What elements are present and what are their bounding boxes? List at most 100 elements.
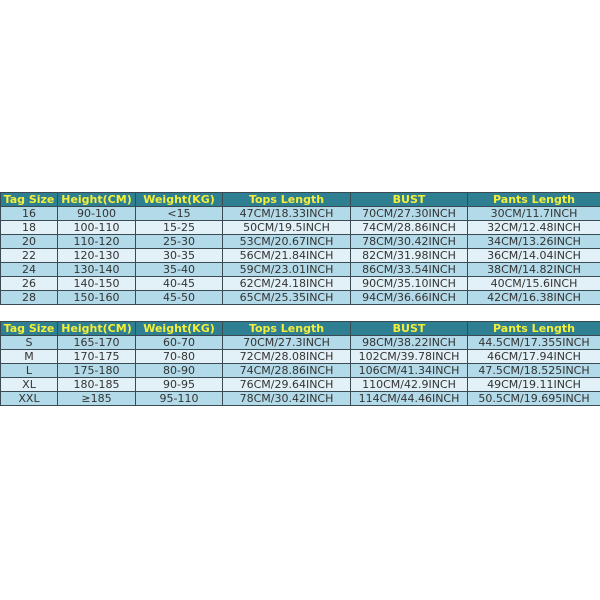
table-cell: 38CM/14.82INCH (467, 262, 600, 277)
column-header: Weight(KG) (135, 321, 223, 336)
table-cell: 86CM/33.54INCH (350, 262, 468, 277)
table-row: 28 150-160 45-50 65CM/25.35INCH 94CM/36.66IN… (0, 290, 600, 305)
table-cell: 100-110 (57, 220, 136, 235)
table-cell: 70CM/27.3INCH (222, 335, 351, 350)
table-row: S 165-170 60-70 70CM/27.3INCH 98CM/38.22INCH… (0, 335, 600, 350)
table-cell: 70CM/27.30INCH (350, 206, 468, 221)
header-row: Tag Size Height(CM) Weight(KG) Tops Length B… (0, 321, 600, 336)
table-cell: 34CM/13.26INCH (467, 234, 600, 249)
table-cell: 60-70 (135, 335, 223, 350)
table-cell: 80-90 (135, 363, 223, 378)
table-cell: 53CM/20.67INCH (222, 234, 351, 249)
table-cell: 50CM/19.5INCH (222, 220, 351, 235)
table-cell: 94CM/36.66INCH (350, 290, 468, 305)
table-row: 26 140-150 40-45 62CM/24.18INCH 90CM/35.10IN… (0, 276, 600, 291)
table-cell: 70-80 (135, 349, 223, 364)
table-cell: 20 (0, 234, 58, 249)
table-cell: XXL (0, 391, 58, 406)
column-header: BUST (350, 321, 468, 336)
table-row: L 175-180 80-90 74CM/28.86INCH 106CM/41.34IN… (0, 363, 600, 378)
table-cell: 46CM/17.94INCH (467, 349, 600, 364)
table-cell: 102CM/39.78INCH (350, 349, 468, 364)
table-cell: 35-40 (135, 262, 223, 277)
table-cell: 40CM/15.6INCH (467, 276, 600, 291)
table-cell: 15-25 (135, 220, 223, 235)
table-cell: 170-175 (57, 349, 136, 364)
table-row: 24 130-140 35-40 59CM/23.01INCH 86CM/33.54IN… (0, 262, 600, 277)
table-cell: 16 (0, 206, 58, 221)
header-row: Tag Size Height(CM) Weight(KG) Tops Length B… (0, 192, 600, 207)
table-cell: 110CM/42.9INCH (350, 377, 468, 392)
table-cell: 42CM/16.38INCH (467, 290, 600, 305)
table-cell: 28 (0, 290, 58, 305)
table-cell: 49CM/19.11INCH (467, 377, 600, 392)
table-cell: 26 (0, 276, 58, 291)
table-cell: 72CM/28.08INCH (222, 349, 351, 364)
table-row: 16 90-100 <15 47CM/18.33INCH 70CM/27.30INCH 3… (0, 206, 600, 221)
table-cell: 47.5CM/18.525INCH (467, 363, 600, 378)
table-cell: 110-120 (57, 234, 136, 249)
table-cell: 98CM/38.22INCH (350, 335, 468, 350)
table-row: 20 110-120 25-30 53CM/20.67INCH 78CM/30.42IN… (0, 234, 600, 249)
column-header: Height(CM) (57, 192, 136, 207)
table-row: 18 100-110 15-25 50CM/19.5INCH 74CM/28.86INC… (0, 220, 600, 235)
table-row: XXL ≥185 95-110 78CM/30.42INCH 114CM/44.46IN… (0, 391, 600, 406)
kids-size-table: Tag Size Height(CM) Weight(KG) Tops Length B… (0, 192, 600, 305)
table-cell: 130-140 (57, 262, 136, 277)
table-cell: 78CM/30.42INCH (222, 391, 351, 406)
table-cell: 90-100 (57, 206, 136, 221)
table-cell: 76CM/29.64INCH (222, 377, 351, 392)
table-cell: 47CM/18.33INCH (222, 206, 351, 221)
table-cell: L (0, 363, 58, 378)
table-cell: 180-185 (57, 377, 136, 392)
table-cell: 78CM/30.42INCH (350, 234, 468, 249)
table-cell: 120-130 (57, 248, 136, 263)
table-cell: 175-180 (57, 363, 136, 378)
adult-size-table: Tag Size Height(CM) Weight(KG) Tops Length B… (0, 321, 600, 406)
table-cell: 90CM/35.10INCH (350, 276, 468, 291)
table-cell: 65CM/25.35INCH (222, 290, 351, 305)
table-cell: 165-170 (57, 335, 136, 350)
column-header: Weight(KG) (135, 192, 223, 207)
table-cell: 106CM/41.34INCH (350, 363, 468, 378)
column-header: Tops Length (222, 321, 351, 336)
table-cell: 140-150 (57, 276, 136, 291)
column-header: Tops Length (222, 192, 351, 207)
table-row: M 170-175 70-80 72CM/28.08INCH 102CM/39.78IN… (0, 349, 600, 364)
table-cell: 95-110 (135, 391, 223, 406)
table-cell: M (0, 349, 58, 364)
table-cell: <15 (135, 206, 223, 221)
table-cell: 82CM/31.98INCH (350, 248, 468, 263)
table-cell: 90-95 (135, 377, 223, 392)
column-header: Tag Size (0, 192, 58, 207)
column-header: Pants Length (467, 321, 600, 336)
table-cell: ≥185 (57, 391, 136, 406)
table-row: XL 180-185 90-95 76CM/29.64INCH 110CM/42.9IN… (0, 377, 600, 392)
table-cell: XL (0, 377, 58, 392)
table-cell: 30-35 (135, 248, 223, 263)
column-header: Height(CM) (57, 321, 136, 336)
table-cell: 24 (0, 262, 58, 277)
table-cell: 114CM/44.46INCH (350, 391, 468, 406)
table-cell: 44.5CM/17.355INCH (467, 335, 600, 350)
table-cell: 150-160 (57, 290, 136, 305)
table-cell: 74CM/28.86INCH (350, 220, 468, 235)
table-cell: 50.5CM/19.695INCH (467, 391, 600, 406)
table-cell: 56CM/21.84INCH (222, 248, 351, 263)
column-header: Tag Size (0, 321, 58, 336)
table-cell: 74CM/28.86INCH (222, 363, 351, 378)
column-header: BUST (350, 192, 468, 207)
table-cell: 45-50 (135, 290, 223, 305)
table-cell: 18 (0, 220, 58, 235)
table-cell: 22 (0, 248, 58, 263)
table-cell: 36CM/14.04INCH (467, 248, 600, 263)
table-cell: 25-30 (135, 234, 223, 249)
table-cell: 59CM/23.01INCH (222, 262, 351, 277)
table-cell: 40-45 (135, 276, 223, 291)
table-cell: 62CM/24.18INCH (222, 276, 351, 291)
column-header: Pants Length (467, 192, 600, 207)
table-row: 22 120-130 30-35 56CM/21.84INCH 82CM/31.98IN… (0, 248, 600, 263)
table-cell: 32CM/12.48INCH (467, 220, 600, 235)
table-cell: S (0, 335, 58, 350)
table-cell: 30CM/11.7INCH (467, 206, 600, 221)
